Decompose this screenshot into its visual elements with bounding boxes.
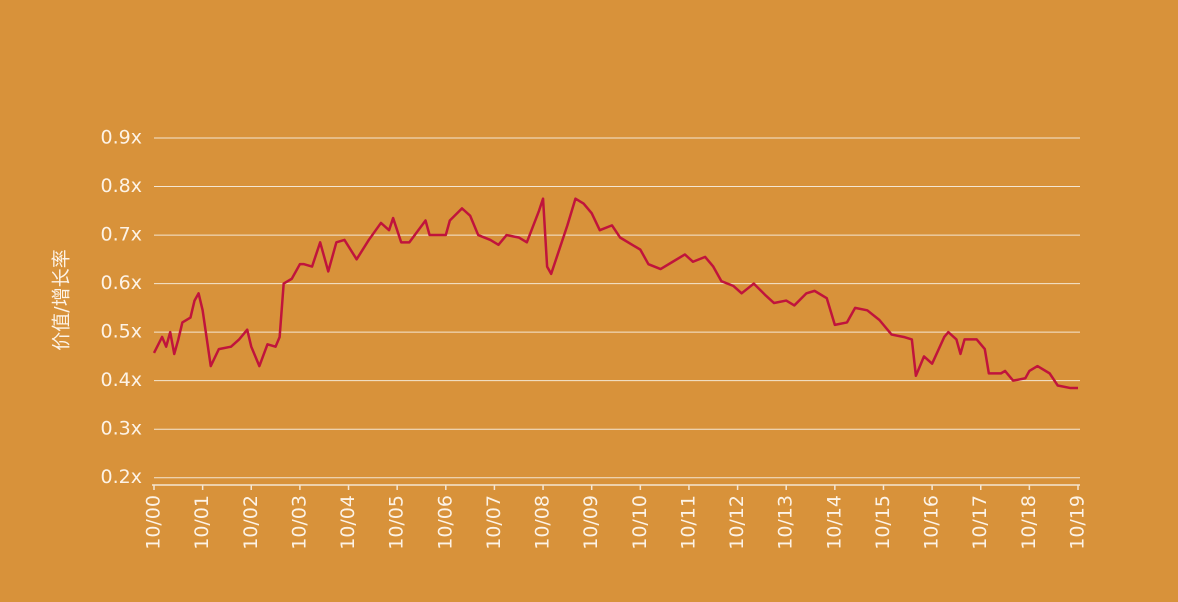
x-tick-label: 10/16: [921, 495, 943, 550]
y-tick-label: 0.2x: [101, 466, 142, 488]
y-axis-title: 价值/增长率: [51, 249, 73, 350]
x-tick-label: 10/19: [1067, 495, 1089, 550]
x-tick-label: 10/05: [386, 495, 408, 550]
x-tick-label: 10/01: [191, 495, 213, 550]
x-tick-label: 10/14: [823, 495, 845, 550]
x-tick-label: 10/13: [775, 495, 797, 550]
y-tick-label: 0.6x: [101, 272, 142, 294]
y-tick-label: 0.5x: [101, 321, 142, 343]
x-tick-label: 10/04: [337, 495, 359, 550]
y-tick-label: 0.4x: [101, 369, 142, 391]
y-tick-label: 0.9x: [101, 127, 142, 149]
x-tick-label: 10/18: [1018, 495, 1040, 550]
x-tick-label: 10/07: [483, 495, 505, 550]
x-tick-label: 10/02: [240, 495, 262, 550]
x-tick-label: 10/11: [677, 495, 699, 550]
x-tick-label: 10/17: [969, 495, 991, 550]
y-tick-label: 0.7x: [101, 224, 142, 246]
y-tick-label: 0.8x: [101, 175, 142, 197]
x-tick-label: 10/15: [872, 495, 894, 550]
x-tick-label: 10/12: [726, 495, 748, 550]
x-tick-label: 10/00: [143, 495, 165, 550]
line-series: [152, 197, 1078, 390]
x-tick-label: 10/09: [580, 495, 602, 550]
x-tick-label: 10/08: [532, 495, 554, 550]
x-tick-label: 10/10: [629, 495, 651, 550]
x-tick-label: 10/06: [434, 495, 456, 550]
y-tick-label: 0.3x: [101, 418, 142, 440]
x-tick-label: 10/03: [288, 495, 310, 550]
